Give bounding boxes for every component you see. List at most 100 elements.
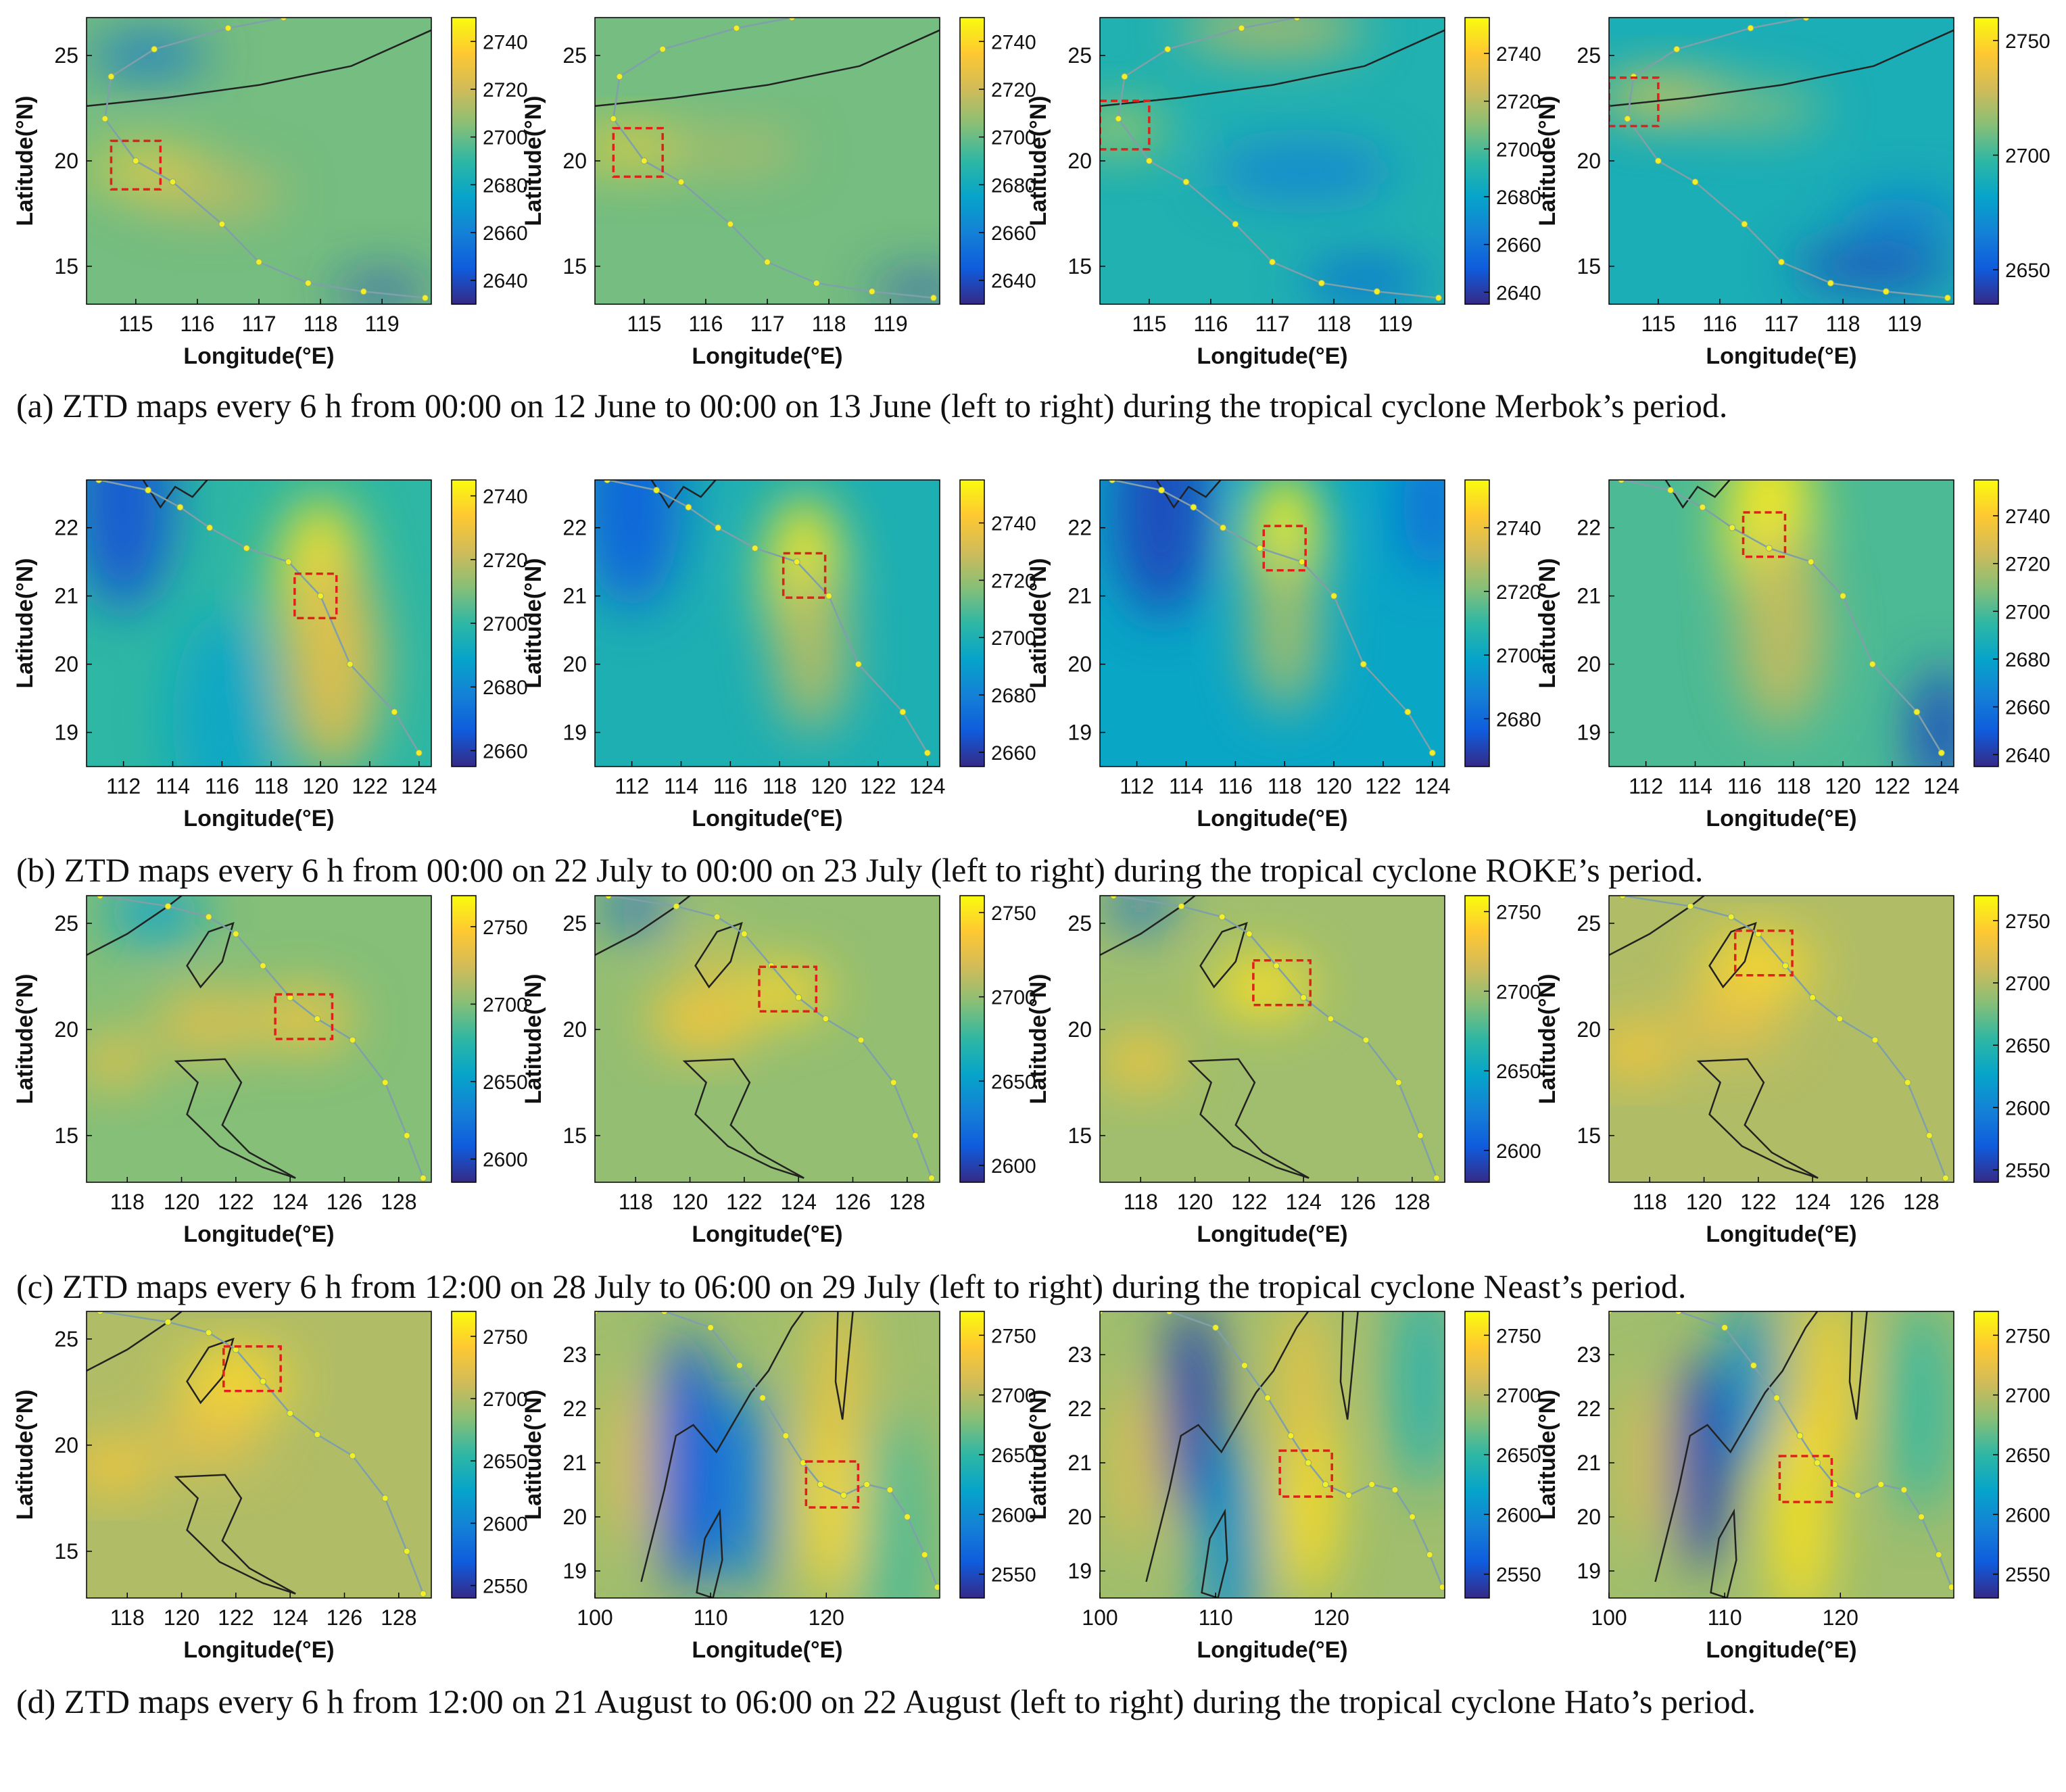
y-axis-label: Latitude(°N) <box>1026 558 1051 688</box>
hotspot-5 <box>861 1414 931 1598</box>
colorbar-tick-label: 2740 <box>991 513 1036 535</box>
track-point-11 <box>1802 18 1810 21</box>
x-tick-label: 114 <box>155 774 190 798</box>
x-tick-label: 122 <box>726 1190 762 1214</box>
colorbar-tick-label: 2600 <box>1496 1504 1541 1526</box>
colorbar-tick-label: 2600 <box>483 1513 528 1535</box>
coastline-taiwan <box>1848 1311 1868 1420</box>
cyclone-center-box <box>612 126 664 178</box>
y-tick-label: 21 <box>1067 1451 1092 1475</box>
coastline <box>1145 1311 1310 1582</box>
track-point-13 <box>595 1311 598 1315</box>
colorbar-tick-label: 2700 <box>991 1385 1036 1407</box>
y-tick-label: 20 <box>1577 652 1601 677</box>
track-point-0 <box>419 1590 427 1597</box>
field-hotspots <box>1100 18 1426 298</box>
x-axis-label: Longitude(°E) <box>692 343 842 369</box>
panel-b4: 112 114 116 118 120 122 124 19 20 21 22 Longitude(°… <box>1535 479 2050 831</box>
track-point-9 <box>604 480 611 483</box>
colorbar-tick-label: 2600 <box>991 1504 1036 1526</box>
y-tick-label: 19 <box>1067 1559 1092 1583</box>
track-point-3 <box>1900 1486 1908 1493</box>
y-axis-label: Latitude(°N) <box>521 973 546 1104</box>
colorbar-tick-label: 2700 <box>1496 645 1541 667</box>
track-point-7 <box>232 930 239 938</box>
x-axis-label: Longitude(°E) <box>183 1221 334 1247</box>
axes-frame <box>1099 1311 1445 1599</box>
x-tick-label: 116 <box>1218 774 1253 798</box>
colorbar-tick-label: 2660 <box>2005 697 2050 719</box>
y-tick-label: 15 <box>1577 254 1601 279</box>
x-tick-label: 115 <box>1132 312 1166 336</box>
track-point-9 <box>1618 480 1625 483</box>
colorbar-tick-label: 2680 <box>991 174 1036 197</box>
colorbar <box>1464 895 1490 1183</box>
hotspot-2 <box>1912 667 1954 767</box>
x-tick-label: 118 <box>812 312 846 336</box>
track-point-9 <box>164 1318 172 1326</box>
y-tick-label: 20 <box>1067 1017 1092 1042</box>
coastline <box>87 1311 183 1372</box>
y-axis-label: Latitude(°N) <box>1535 1389 1560 1520</box>
island-outline-0 <box>186 921 235 989</box>
field-hotspots <box>1609 931 1813 1076</box>
track-point-7 <box>610 115 617 122</box>
track-point-5 <box>1691 178 1699 186</box>
track-point-7 <box>101 115 109 122</box>
colorbar-tick-label: 2640 <box>2005 744 2050 767</box>
track-point-5 <box>287 1409 294 1417</box>
ztd-field <box>595 480 940 767</box>
track-point-6 <box>817 1481 824 1488</box>
colorbar-tick-label: 2700 <box>483 127 528 149</box>
track-point-9 <box>151 45 158 53</box>
track-point-1 <box>921 1551 928 1558</box>
x-tick-label: 124 <box>1923 774 1959 798</box>
x-axis-label: Longitude(°E) <box>183 806 334 831</box>
y-tick-label: 20 <box>1067 652 1092 677</box>
y-tick-label: 25 <box>1577 43 1601 68</box>
x-tick-label: 120 <box>1316 774 1351 798</box>
track-point-2 <box>1918 1513 1925 1520</box>
hotspot-2 <box>87 1036 155 1087</box>
colorbar <box>451 1311 477 1599</box>
x-tick-label: 119 <box>873 312 908 336</box>
coastline <box>595 29 940 107</box>
track-point-0 <box>1428 749 1436 756</box>
x-axis-label: Longitude(°E) <box>1706 343 1856 369</box>
colorbar-tick-label: 2660 <box>991 742 1036 765</box>
track-point-10 <box>733 24 740 32</box>
x-tick-label: 122 <box>218 1190 254 1214</box>
x-tick-label: 126 <box>327 1190 362 1214</box>
x-tick-label: 116 <box>688 312 723 336</box>
axes-frame <box>594 895 940 1183</box>
track-point-2 <box>1904 1079 1911 1086</box>
panel-d1: 118 120 122 124 126 128 15 20 25 Longitude(°E) Lat… <box>12 1311 528 1663</box>
colorbar-tick-label: 2720 <box>483 79 528 101</box>
hotspot-2 <box>871 278 940 304</box>
y-tick-label: 15 <box>1067 1123 1092 1148</box>
field-hotspots <box>1620 1311 1950 1598</box>
track-point-8 <box>145 487 152 494</box>
hotspot-3 <box>1403 480 1445 573</box>
typhoon-track-line <box>1609 1311 1952 1588</box>
x-axis-label: Longitude(°E) <box>1197 343 1347 369</box>
track-point-2 <box>1395 1079 1402 1086</box>
x-tick-label: 124 <box>909 774 945 798</box>
track-point-9 <box>759 1395 767 1401</box>
field-hotspots <box>1609 77 1954 289</box>
track-point-1 <box>911 1132 919 1139</box>
y-axis-label: Latitude(°N) <box>1026 973 1051 1104</box>
track-point-3 <box>1269 258 1276 266</box>
island-outline-0 <box>1199 921 1248 989</box>
colorbar-tick-label: 2700 <box>2005 1385 2050 1407</box>
track-point-6 <box>715 524 722 531</box>
hotspot-1 <box>716 1382 775 1598</box>
ztd-field <box>1100 896 1445 1182</box>
colorbar-tick-label: 2660 <box>1496 235 1541 257</box>
x-axis-label: Longitude(°E) <box>1706 1637 1856 1663</box>
x-axis-label: Longitude(°E) <box>1706 1221 1856 1247</box>
colorbar-tick-label: 2720 <box>1496 581 1541 604</box>
hotspot-1 <box>283 555 383 767</box>
hotspot-3 <box>1303 264 1426 298</box>
track-point-0 <box>1948 1584 1954 1591</box>
